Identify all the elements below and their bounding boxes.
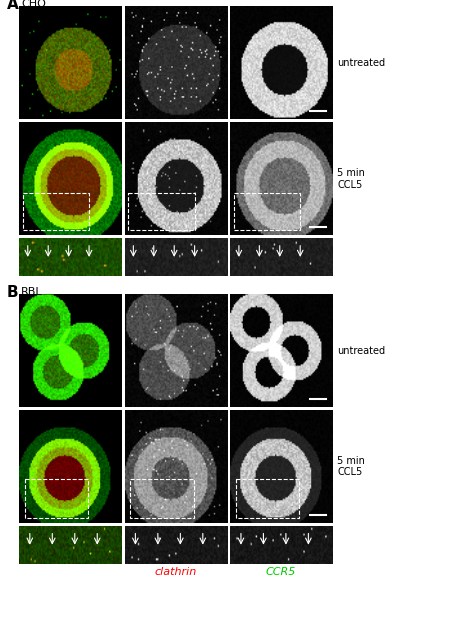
Text: CHO: CHO [21,0,46,9]
Text: merge: merge [52,567,88,577]
Bar [236,479,299,518]
Bar [128,193,195,230]
Text: 5 min
CCL5: 5 min CCL5 [337,456,365,477]
Text: untreated: untreated [337,58,385,68]
Bar [25,479,88,518]
Text: B: B [7,285,18,300]
Text: RBL: RBL [21,287,43,297]
Bar [23,193,89,230]
Text: untreated: untreated [337,346,385,356]
Text: A: A [7,0,18,12]
Bar [130,479,193,518]
Text: 5 min
CCL5: 5 min CCL5 [337,168,365,190]
Text: CCR5: CCR5 [266,567,296,577]
Text: clathrin: clathrin [155,567,197,577]
Bar [234,193,300,230]
